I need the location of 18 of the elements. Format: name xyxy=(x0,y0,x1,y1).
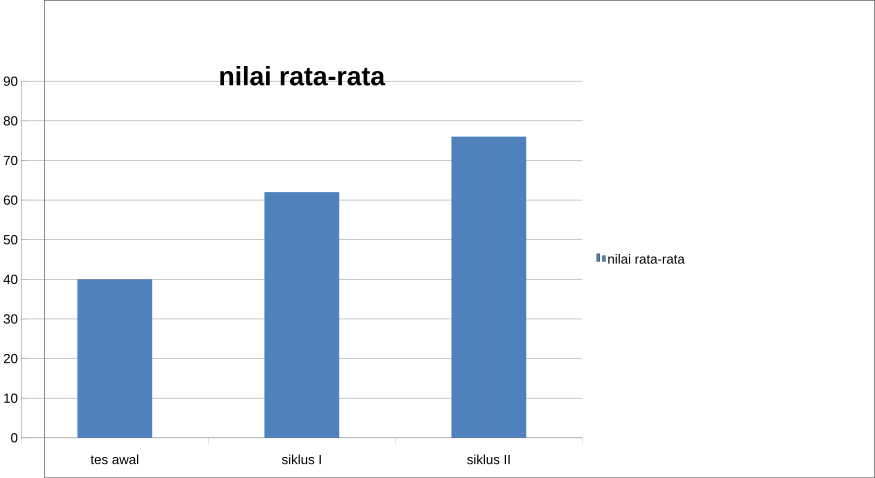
bar xyxy=(264,192,340,438)
y-tick-label: 70 xyxy=(4,156,18,166)
bar xyxy=(451,136,526,438)
y-tick-label: 0 xyxy=(11,433,18,442)
x-tick-label: siklus II xyxy=(467,454,510,464)
y-tick-label: 10 xyxy=(4,393,18,403)
chart-title: nilai rata-rata xyxy=(220,66,386,86)
y-tick-label: 60 xyxy=(4,195,18,205)
x-tick-label: siklus I xyxy=(282,454,321,464)
y-tick-label: 90 xyxy=(4,76,18,86)
bar xyxy=(77,279,152,438)
y-tick-label: 50 xyxy=(4,234,18,244)
y-tick-label: 30 xyxy=(4,314,18,324)
legend-label: nilai rata-rata xyxy=(608,254,685,264)
y-tick-label: 20 xyxy=(4,354,18,364)
y-tick-label: 80 xyxy=(4,116,18,126)
y-tick-label: 40 xyxy=(3,274,18,284)
x-tick-label: tes awal xyxy=(90,454,138,464)
